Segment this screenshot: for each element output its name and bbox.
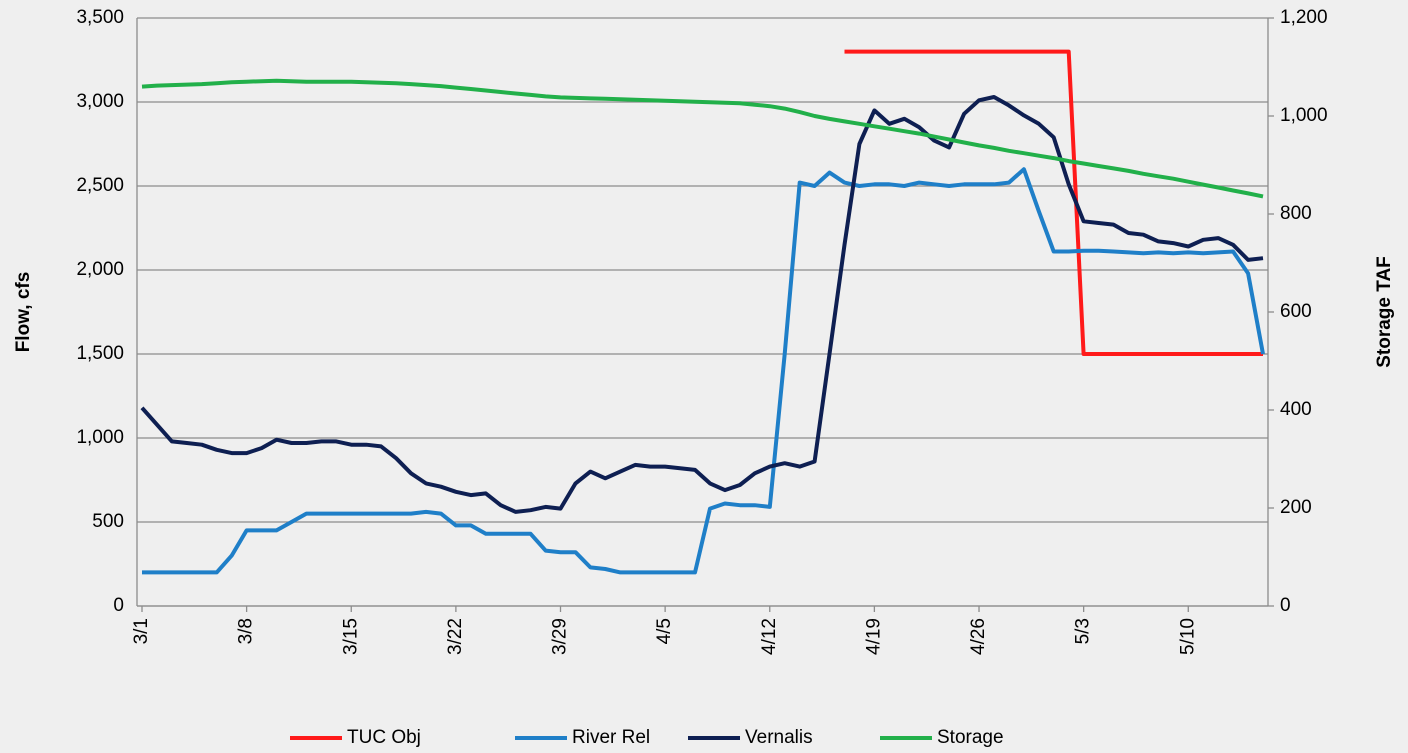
y2-axis-title: Storage TAF xyxy=(1374,256,1395,368)
x-tick-label: 4/5 xyxy=(654,618,675,644)
series-line xyxy=(844,49,1263,356)
y-tick-label: 1,500 xyxy=(76,343,124,364)
y2-tick-label: 400 xyxy=(1280,399,1312,420)
y2-tick-label: 200 xyxy=(1280,497,1312,518)
y-tick-label: 2,500 xyxy=(76,175,124,196)
legend-label: Storage xyxy=(937,727,1004,748)
y-axis-title: Flow, cfs xyxy=(13,272,34,353)
x-tick-label: 4/12 xyxy=(759,618,780,655)
series-line xyxy=(141,78,1264,199)
x-tick-label: 4/26 xyxy=(968,618,989,655)
x-tick-label: 3/8 xyxy=(236,618,257,644)
x-tick-label: 3/1 xyxy=(131,618,152,644)
x-tick-label: 4/19 xyxy=(863,618,884,655)
y-tick-label: 3,500 xyxy=(76,7,124,28)
x-tick-label: 3/29 xyxy=(550,618,571,655)
legend-label: Vernalis xyxy=(745,727,813,748)
y-tick-label: 500 xyxy=(92,511,124,532)
legend-label: TUC Obj xyxy=(347,727,421,748)
y-tick-label: 0 xyxy=(113,595,124,616)
series-line xyxy=(140,95,1264,514)
legend-label: River Rel xyxy=(572,727,650,748)
x-tick-label: 3/22 xyxy=(445,618,466,655)
series-line xyxy=(142,167,1265,575)
x-tick-label: 3/15 xyxy=(340,618,361,655)
y-tick-label: 3,000 xyxy=(76,91,124,112)
y2-tick-label: 800 xyxy=(1280,203,1312,224)
y2-tick-label: 600 xyxy=(1280,301,1312,322)
y2-tick-label: 0 xyxy=(1280,595,1291,616)
plot-area xyxy=(137,18,1268,606)
y2-tick-label: 1,200 xyxy=(1280,7,1328,28)
y-tick-label: 2,000 xyxy=(76,259,124,280)
y-tick-label: 1,000 xyxy=(76,427,124,448)
x-tick-label: 5/3 xyxy=(1073,618,1094,644)
x-tick-label: 5/10 xyxy=(1177,618,1198,655)
y2-tick-label: 1,000 xyxy=(1280,105,1328,126)
